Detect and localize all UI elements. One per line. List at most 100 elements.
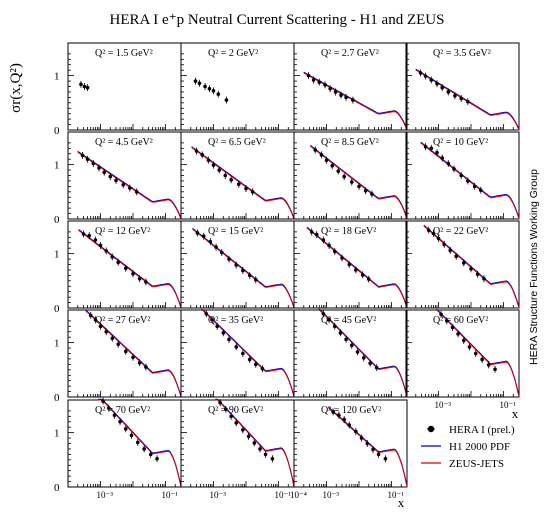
data-point — [309, 230, 314, 234]
data-point — [215, 324, 220, 329]
data-point — [102, 170, 107, 175]
data-point — [144, 365, 148, 369]
panel: Q² = 1.5 GeV² 1 0 — [54, 42, 182, 137]
data-point — [327, 317, 331, 322]
x-tick-label: 10⁻³ — [96, 490, 113, 500]
data-point — [91, 161, 96, 166]
panel: Q² = 4.5 GeV² 1 0 — [54, 131, 182, 226]
data-point — [197, 81, 202, 86]
data-point — [129, 433, 134, 438]
data-point — [223, 173, 228, 178]
data-point — [123, 427, 128, 431]
data-point — [360, 273, 365, 277]
data-point — [216, 92, 221, 96]
q2-label: Q² = 120 GeV² — [321, 405, 381, 416]
panel: Q² = 10 GeV² — [405, 131, 520, 220]
x-tick-label: 10⁻³ — [434, 400, 451, 410]
q2-label: Q² = 2.7 GeV² — [321, 48, 379, 59]
data-point — [311, 78, 316, 82]
data-point — [200, 153, 205, 157]
y-tick-label: 1 — [54, 71, 60, 83]
data-point — [98, 324, 103, 329]
q2-label: Q² = 2 GeV² — [208, 48, 258, 59]
legend-label: ZEUS-JETS — [449, 458, 504, 470]
data-point — [218, 400, 222, 405]
data-point — [106, 406, 111, 410]
data-point — [306, 73, 311, 78]
data-point — [332, 324, 337, 329]
q2-label: Q² = 15 GeV² — [208, 226, 263, 237]
y-tick-label: 0 — [54, 392, 60, 404]
data-point — [376, 452, 381, 457]
data-point — [347, 423, 352, 427]
y-tick-label: 1 — [54, 338, 60, 350]
zeus-jets-curve — [201, 309, 295, 398]
data-point — [148, 452, 153, 457]
data-point — [144, 280, 148, 284]
data-point — [155, 456, 159, 461]
data-point — [270, 456, 275, 461]
x-axis-title-right: x — [512, 406, 519, 421]
data-point — [79, 82, 83, 87]
data-point — [354, 268, 358, 272]
data-point — [110, 255, 115, 259]
data-point — [342, 417, 346, 422]
panel: Q² = 35 GeV² — [180, 308, 295, 398]
zeus-jets-curve — [435, 309, 520, 398]
q2-label: Q² = 60 GeV² — [433, 315, 488, 326]
data-point — [112, 413, 117, 418]
data-point — [123, 266, 128, 271]
data-point — [219, 250, 224, 255]
data-point — [217, 168, 222, 172]
data-point — [472, 184, 477, 189]
data-point — [137, 276, 142, 281]
data-point — [123, 349, 128, 354]
data-point — [435, 81, 439, 86]
data-point — [475, 272, 480, 277]
data-point — [131, 355, 135, 360]
panel: Q² = 70 GeV² 1 0 10⁻³ 10⁻¹ — [54, 397, 182, 500]
data-point — [436, 236, 441, 241]
data-point — [446, 161, 451, 166]
data-point — [355, 350, 360, 354]
zeus-jets-curve — [98, 399, 182, 488]
q2-label: Q² = 4.5 GeV² — [95, 137, 153, 148]
data-point — [227, 257, 231, 261]
data-point — [234, 345, 239, 349]
data-point — [116, 260, 120, 265]
data-point — [383, 456, 388, 461]
h1-2000-pdf-curve — [310, 144, 408, 219]
data-point — [81, 232, 86, 236]
x-tick-label: 10⁻⁴ — [290, 490, 307, 500]
data-point — [236, 182, 241, 186]
data-point — [448, 248, 453, 253]
data-point — [134, 190, 139, 194]
data-point — [363, 188, 368, 193]
legend-label: HERA I (prel.) — [449, 424, 515, 436]
data-point — [461, 261, 466, 265]
q2-label: Q² = 18 GeV² — [321, 226, 376, 237]
data-point — [323, 83, 327, 87]
h1-2000-pdf-curve — [215, 398, 295, 487]
data-point — [331, 410, 335, 414]
legend-label: H1 2000 PDF — [449, 441, 510, 453]
data-point — [118, 419, 122, 424]
data-point — [321, 238, 326, 242]
data-point — [354, 429, 358, 434]
x-tick-label: 10⁻³ — [209, 490, 226, 500]
data-point — [203, 84, 207, 89]
data-point — [253, 277, 258, 282]
data-point — [195, 231, 200, 235]
data-point — [204, 312, 209, 316]
data-point — [351, 98, 355, 102]
data-point — [247, 273, 252, 278]
data-point — [439, 312, 443, 317]
data-point — [252, 441, 257, 445]
data-point — [101, 399, 105, 403]
data-point — [131, 271, 135, 276]
data-point — [135, 440, 140, 445]
data-point — [97, 166, 101, 170]
q2-label: Q² = 3.5 GeV² — [433, 48, 491, 59]
data-point — [241, 268, 245, 273]
